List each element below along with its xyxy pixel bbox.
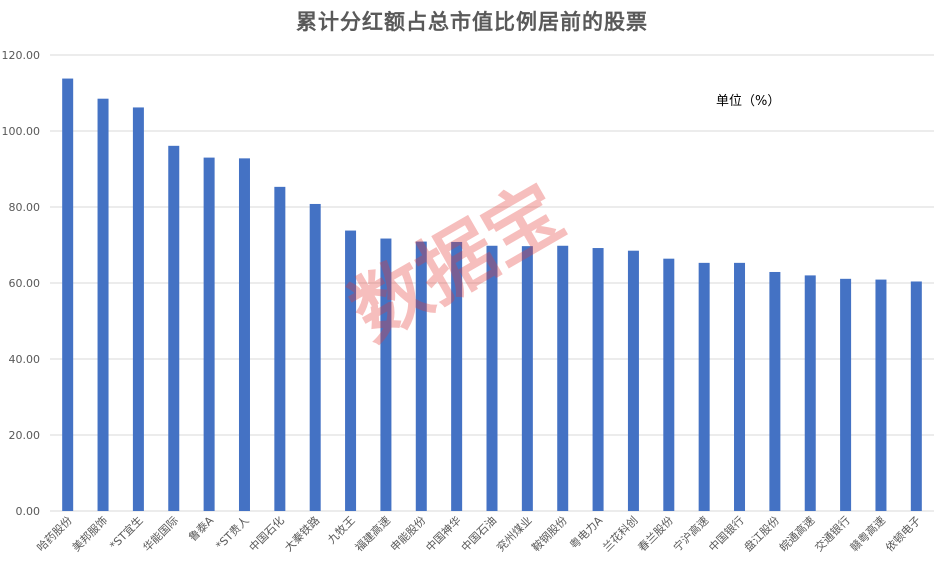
bar: [415, 241, 427, 511]
x-tick-label: 中国神华: [423, 513, 464, 554]
bar: [910, 281, 922, 511]
x-tick-label: 申能股份: [387, 513, 428, 554]
x-tick-label: 鲁泰A: [185, 513, 216, 544]
bar: [380, 238, 392, 512]
x-tick-label: 鞍钢股份: [529, 513, 570, 554]
y-tick-label: 120.00: [2, 49, 41, 62]
x-tick-label: 宁沪高速: [670, 513, 711, 554]
x-tick-label: 大秦铁路: [281, 513, 322, 554]
y-tick-label: 100.00: [2, 125, 41, 138]
bar: [451, 241, 463, 511]
bar: [97, 98, 109, 511]
bar: [62, 78, 74, 511]
x-tick-label: 粤电力A: [567, 513, 606, 552]
bar: [203, 157, 215, 511]
x-tick-label: 皖通高速: [776, 513, 817, 554]
x-tick-label: 美邦服饰: [69, 513, 110, 554]
bar: [840, 278, 852, 511]
bar: [238, 158, 250, 512]
x-tick-label: 中国银行: [706, 513, 747, 554]
bar: [804, 275, 816, 511]
y-tick-label: 60.00: [9, 277, 41, 290]
bar: [875, 279, 887, 511]
x-tick-label: 中国石化: [246, 513, 287, 554]
x-tick-label: 九牧王: [324, 513, 357, 546]
x-tick-label: 兖州煤业: [493, 513, 534, 554]
bar: [309, 203, 321, 511]
bar: [486, 245, 498, 511]
x-tick-label: 交通银行: [812, 513, 853, 554]
bar: [168, 145, 180, 511]
x-tick-label: *ST宜生: [106, 513, 145, 552]
x-tick-label: 赣粤高速: [847, 513, 888, 554]
bar: [734, 262, 746, 511]
chart-title: 累计分红额占总市值比例居前的股票: [296, 10, 648, 34]
x-tick-label: 华能国际: [140, 513, 181, 554]
x-tick-label: 中国石油: [458, 513, 499, 554]
bar: [698, 262, 710, 511]
y-tick-label: 20.00: [9, 429, 41, 442]
x-tick-label: *ST贵人: [213, 514, 251, 552]
x-tick-label: 盘江股份: [741, 513, 782, 554]
y-tick-label: 40.00: [9, 353, 41, 366]
bar: [769, 271, 781, 511]
x-tick-label: 兰花科创: [600, 513, 641, 554]
bar: [274, 186, 286, 512]
y-tick-label: 0.00: [16, 505, 41, 518]
bar: [345, 230, 357, 511]
x-tick-label: 哈药股份: [34, 514, 74, 554]
bar: [663, 258, 675, 511]
x-tick-label: 福建高速: [352, 513, 393, 554]
x-tick-label: 春兰股份: [636, 514, 676, 554]
bar: [521, 246, 533, 511]
bar: [557, 245, 569, 511]
y-tick-label: 80.00: [9, 201, 41, 214]
x-tick-label: 依顿电子: [882, 513, 923, 554]
unit-label: 单位（%）: [716, 94, 781, 109]
bar: [132, 107, 144, 511]
bar: [627, 250, 639, 511]
bar: [592, 248, 604, 512]
